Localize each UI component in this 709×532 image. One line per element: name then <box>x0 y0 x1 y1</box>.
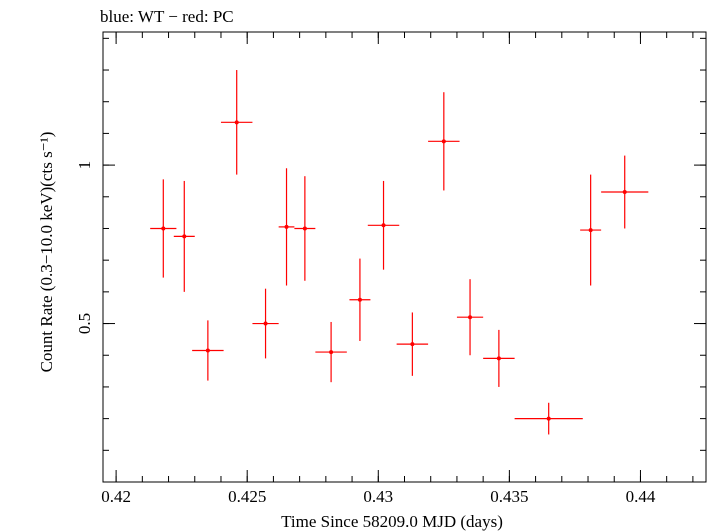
data-marker <box>329 350 334 355</box>
data-point <box>315 321 347 383</box>
data-marker <box>161 226 166 231</box>
x-tick-label: 0.43 <box>363 487 393 506</box>
data-marker <box>410 342 415 347</box>
data-point <box>396 312 429 376</box>
x-axis-ticks: 0.42 0.425 0.43 0.435 0.44 <box>101 32 694 506</box>
data-point <box>456 279 484 356</box>
data-marker <box>357 297 362 302</box>
y-tick-label: 1 <box>75 161 94 170</box>
plot-frame <box>102 31 707 483</box>
data-marker <box>302 226 307 231</box>
plot-border <box>102 31 707 483</box>
x-axis-label: Time Since 58209.0 MJD (days) <box>281 512 503 531</box>
data-point <box>220 70 253 175</box>
x-tick-label: 0.435 <box>490 487 528 506</box>
data-marker <box>234 120 239 125</box>
data-point <box>580 174 602 286</box>
data-marker <box>622 190 627 195</box>
data-marker <box>546 416 551 421</box>
data-point <box>192 320 224 381</box>
data-marker <box>205 348 210 353</box>
x-tick-label: 0.42 <box>101 487 131 506</box>
y-tick-label: 0.5 <box>75 313 94 334</box>
data-point <box>483 329 515 387</box>
data-marker <box>284 224 289 229</box>
data-point <box>278 168 295 286</box>
x-tick-label: 0.44 <box>626 487 656 506</box>
data-point <box>173 180 195 292</box>
chart-title: blue: WT − red: PC <box>100 7 234 26</box>
data-series <box>150 70 649 435</box>
data-marker <box>182 234 187 239</box>
data-point <box>428 92 460 191</box>
data-point <box>294 176 316 281</box>
data-marker <box>441 139 446 144</box>
data-marker <box>263 321 268 326</box>
data-point <box>367 180 400 270</box>
data-point <box>349 258 371 341</box>
data-point <box>150 179 177 278</box>
data-marker <box>496 356 501 361</box>
data-marker <box>588 228 593 233</box>
data-point <box>601 155 649 229</box>
data-point <box>514 402 583 435</box>
y-axis-ticks: 0.51 <box>75 37 706 483</box>
data-point <box>252 288 279 359</box>
y-axis-label: Count Rate (0.3−10.0 keV)(cts s⁻¹) <box>37 132 56 373</box>
data-marker <box>381 223 386 228</box>
data-marker <box>468 315 473 320</box>
x-tick-label: 0.425 <box>228 487 266 506</box>
